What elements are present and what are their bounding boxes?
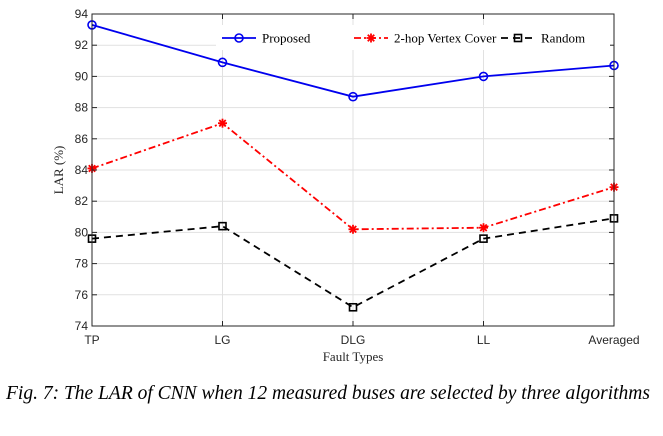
y-tick-label: 78: [75, 257, 89, 271]
y-tick-label: 86: [75, 132, 89, 146]
legend-label-2-hop-vertex-cover: 2-hop Vertex Cover: [394, 31, 497, 46]
star-stroke: [479, 223, 488, 232]
series-line-random: [91, 217, 615, 309]
y-tick-label: 90: [75, 69, 89, 83]
tick-labels: 74 76 78 80 82 84 86 88 90 92 94 TP LG DLG LL Averaged: [75, 7, 640, 347]
y-tick-label: 94: [75, 7, 89, 21]
series-layer: [87, 20, 619, 312]
data-point-2-hop-vertex-cover: [348, 224, 358, 234]
legend-marker-random: [513, 33, 523, 43]
x-tick-label: DLG: [341, 333, 366, 347]
y-tick-label: 80: [75, 225, 89, 239]
y-tick-label: 88: [75, 101, 89, 115]
y-tick-label: 74: [75, 319, 89, 333]
figure-caption: Fig. 7: The LAR of CNN when 12 measured …: [6, 383, 650, 404]
y-tick-label: 92: [75, 38, 89, 52]
series-line-proposed: [91, 24, 615, 98]
legend-label-proposed: Proposed: [262, 31, 311, 46]
legend-box: [216, 25, 610, 50]
x-tick-label: LL: [477, 333, 491, 347]
y-tick-label: 76: [75, 288, 89, 302]
data-point-2-hop-vertex-cover: [479, 223, 488, 233]
data-point-random: [479, 234, 488, 243]
x-tick-label: Averaged: [588, 333, 639, 347]
star-stroke: [367, 34, 375, 42]
x-tick-label: TP: [84, 333, 99, 347]
data-point-proposed: [478, 71, 489, 82]
data-point-2-hop-vertex-cover: [218, 118, 227, 128]
data-point-proposed: [217, 57, 228, 68]
y-tick-label: 82: [75, 194, 89, 208]
data-point-random: [348, 302, 358, 312]
legend-marker-proposed: [234, 33, 244, 43]
legend-label-random: Random: [541, 31, 585, 46]
x-tick-label: LG: [214, 333, 230, 347]
y-tick-label: 84: [75, 163, 89, 177]
star-stroke: [218, 119, 227, 128]
legend-marker-2-hop-vertex-cover: [366, 33, 376, 43]
y-axis-label: LAR (%): [51, 146, 66, 195]
data-point-random: [218, 221, 227, 231]
legend: Proposed 2-hop Vertex Cover Random: [216, 25, 610, 50]
data-point-proposed: [348, 91, 358, 102]
x-axis-label: Fault Types: [323, 349, 384, 364]
star-stroke: [349, 225, 357, 234]
